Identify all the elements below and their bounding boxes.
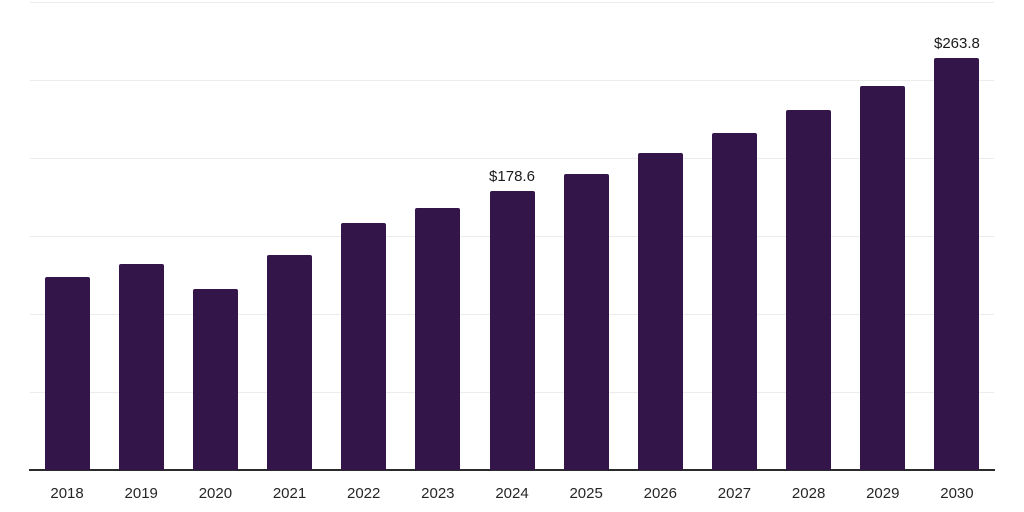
- x-tick-2028: 2028: [791, 485, 826, 502]
- bar-2025: [563, 174, 609, 470]
- bar-2021: [267, 254, 313, 470]
- bar-2022: [341, 222, 387, 470]
- bar-value-label-2024: $178.6: [489, 168, 535, 186]
- bar-2023: [415, 207, 461, 470]
- bar-2030: [934, 58, 980, 470]
- x-tick-2024: 2024: [495, 485, 529, 502]
- bar-2029: [860, 86, 906, 470]
- bar-value-label-2030: $263.8: [933, 35, 980, 53]
- x-tick-2022: 2022: [347, 485, 381, 502]
- bar-2024: [489, 191, 535, 470]
- x-tick-2030: 2030: [940, 485, 974, 502]
- x-tick-2029: 2029: [866, 485, 900, 502]
- x-tick-2026: 2026: [643, 485, 677, 502]
- x-tick-2018: 2018: [50, 485, 84, 502]
- x-tick-2019: 2019: [124, 485, 158, 502]
- bar-2020: [192, 288, 238, 470]
- gridline-300: [30, 2, 994, 3]
- bar-2019: [118, 263, 164, 470]
- x-tick-2025: 2025: [569, 485, 603, 502]
- gridline-200: [30, 158, 994, 159]
- bar-2026: [637, 153, 683, 470]
- x-tick-2023: 2023: [421, 485, 455, 502]
- bar-2018: [44, 276, 90, 470]
- bar-2028: [786, 110, 832, 470]
- bar-2027: [711, 133, 757, 470]
- gridline-250: [30, 80, 994, 81]
- x-tick-2020: 2020: [198, 485, 233, 502]
- x-tick-2027: 2027: [717, 485, 752, 502]
- x-axis-line: [29, 469, 995, 471]
- x-tick-2021: 2021: [272, 485, 307, 502]
